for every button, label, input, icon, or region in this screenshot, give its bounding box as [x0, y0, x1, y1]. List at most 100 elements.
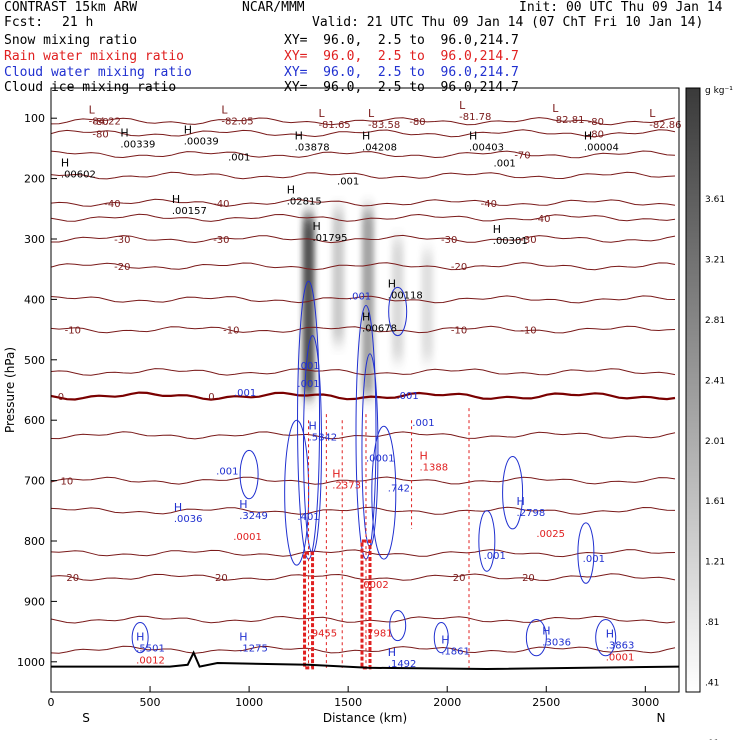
- x-tick-label-0: 0: [48, 696, 55, 709]
- field-cloud-water-name: Cloud water mixing ratio: [4, 65, 192, 80]
- isotherm-line-9: [51, 325, 676, 334]
- left-end-label: S: [82, 711, 90, 725]
- center-name: NCAR/MMM: [242, 0, 305, 15]
- contour-label-1: .001: [337, 177, 359, 188]
- model-name: CONTRAST 15km ARW: [4, 0, 138, 15]
- isotherm-label-16-1: 20: [215, 573, 228, 584]
- valid-time: Valid: 21 UTC Thu 09 Jan 14 (07 ChT Fri …: [312, 15, 704, 30]
- extremum-letter-7: H: [120, 126, 128, 139]
- isotherm-label-0-1: -80: [409, 117, 425, 128]
- snow-shading-layer: [302, 208, 434, 397]
- plot-frame: [50, 87, 680, 693]
- extremum-value-20: .5842: [309, 432, 338, 443]
- y-tick-label-9: 1000: [17, 656, 45, 669]
- extremum-value-40: .0001: [606, 653, 635, 664]
- extremum-letter-18: H: [388, 277, 396, 290]
- isotherm-line-2: [51, 150, 676, 159]
- isotherm-line-1: [51, 129, 676, 138]
- extremum-letter-33: H: [332, 468, 340, 481]
- colorbar-label-9: .01: [705, 739, 719, 740]
- cloud-water-contour-4: [284, 419, 310, 566]
- extremum-value-38: .7981: [364, 629, 393, 640]
- init-time: Init: 00 UTC Thu 09 Jan 14: [519, 0, 723, 15]
- contour-label-12: .401: [297, 512, 319, 523]
- x-tick-label-6: 3000: [631, 696, 659, 709]
- extremum-value-35: .0001: [233, 532, 262, 543]
- extremum-value-11: .00403: [469, 142, 504, 153]
- extremum-letter-19: H: [362, 311, 370, 324]
- extremum-letter-32: H: [419, 449, 427, 462]
- cloud-water-contour-14: [131, 622, 149, 654]
- fcst-label: Fcst:: [4, 15, 44, 30]
- y-tick-label-1: 200: [24, 173, 45, 186]
- extremum-value-24: .0036: [174, 514, 203, 525]
- x-tick-label-3: 1500: [334, 696, 362, 709]
- extremum-letter-24: H: [174, 501, 182, 514]
- snow-column-2: [361, 208, 374, 397]
- cloud-water-contour-11: [595, 619, 617, 657]
- isotherm-label-1-1: -80: [588, 129, 604, 140]
- colorbar-label-4: 2.01: [705, 437, 725, 447]
- extremum-letter-26: H: [136, 631, 144, 644]
- extremum-value-21: .0001: [366, 453, 395, 464]
- extremum-value-6: -82.86: [649, 120, 681, 131]
- y-tick-label-6: 700: [24, 475, 45, 488]
- colorbar-label-2: 2.81: [705, 316, 725, 326]
- colorbar-label-3: 2.41: [705, 376, 725, 386]
- colorbar-label-0: 3.61: [705, 195, 725, 205]
- isotherm-line-8: [51, 295, 676, 304]
- extremum-value-18: .00118: [388, 290, 423, 301]
- contour-label-0: .001: [228, 152, 250, 163]
- isotherm-label-0-0: -80: [92, 117, 108, 128]
- y-tick-label-0: 100: [24, 112, 45, 125]
- field-rain-xy: XY= 96.0, 2.5 to 96.0,214.7: [284, 49, 519, 64]
- extremum-letter-2: L: [318, 107, 325, 120]
- extremum-letter-13: H: [61, 157, 69, 170]
- extremum-letter-14: H: [172, 193, 180, 206]
- extremum-letter-28: H: [388, 646, 396, 659]
- y-axis-label: Pressure (hPa): [3, 347, 17, 433]
- colorbar-label-1: 3.21: [705, 256, 725, 266]
- isotherm-label-9-1: -10: [223, 326, 239, 337]
- cloud-water-contour-10: [525, 619, 547, 657]
- extremum-letter-17: H: [493, 223, 501, 236]
- isotherm-line-12: [51, 431, 676, 440]
- terrain-layer: [51, 650, 679, 671]
- cloud-water-contour-7: [502, 455, 524, 530]
- field-rain-name: Rain water mixing ratio: [4, 49, 185, 64]
- extremum-value-26: .5501: [136, 644, 165, 655]
- snow-column-3: [391, 239, 404, 360]
- extremum-letter-27: H: [239, 631, 247, 644]
- snow-column-4: [421, 251, 434, 360]
- contour-label-9: .001: [216, 467, 238, 478]
- isotherm-label-5-0: -40: [534, 214, 550, 225]
- isotherm-label-9-0: -10: [65, 326, 81, 337]
- extremum-letter-5: L: [552, 102, 559, 115]
- isotherm-label-1-0: -80: [92, 129, 108, 140]
- extremum-value-37: .9455: [309, 629, 338, 640]
- contour-label-7: .001: [396, 391, 418, 402]
- contour-label-4: .001: [297, 361, 319, 372]
- axes-layer: 0 500 1000 1500 2000 2500 30001002003004005006…: [3, 112, 665, 725]
- isotherm-line-14: [51, 506, 676, 515]
- isotherm-label-16-3: 20: [522, 573, 535, 584]
- extremum-value-30: .3036: [542, 638, 571, 649]
- cloud-water-contour-12: [433, 622, 449, 654]
- extremum-letter-29: H: [441, 634, 449, 647]
- terrain-line: [51, 650, 679, 671]
- isotherm-label-16-2: 20: [453, 573, 466, 584]
- isotherm-line-13: [51, 476, 676, 485]
- extremum-letter-10: H: [362, 129, 370, 142]
- extremum-letter-11: H: [469, 129, 477, 142]
- field-snow-name: Snow mixing ratio: [4, 33, 138, 48]
- isotherm-label-4-2: -40: [481, 199, 497, 210]
- fcst-value: 21 h: [62, 15, 94, 30]
- colorbar-label-5: 1.61: [705, 497, 725, 507]
- isotherm-line-4: [51, 198, 676, 207]
- isotherm-label-2-0: -70: [514, 150, 530, 161]
- extremum-value-31: .3863: [606, 641, 635, 652]
- isotherm-label-6-0: -30: [114, 235, 130, 246]
- isotherm-label-7-1: -20: [451, 262, 467, 273]
- extremum-value-12: .00004: [584, 142, 619, 153]
